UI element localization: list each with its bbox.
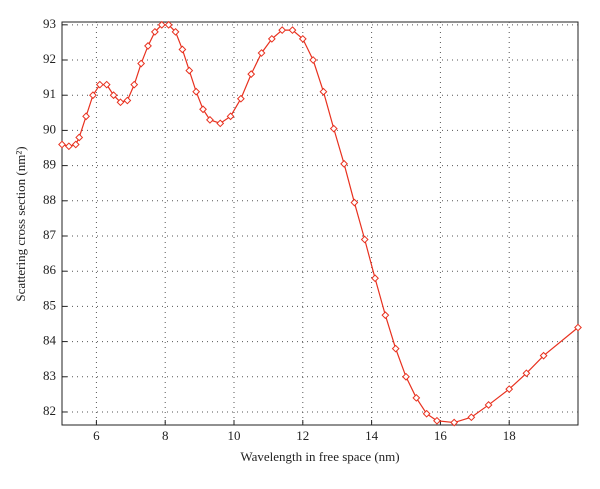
y-tick-label: 84 (43, 333, 57, 348)
series-line (61, 24, 579, 424)
marker (522, 369, 531, 378)
marker (329, 124, 338, 133)
y-axis-label: Scattering cross section (nm²) (13, 146, 28, 301)
marker (412, 393, 421, 402)
marker (157, 20, 166, 29)
marker (71, 140, 80, 149)
y-tick-label: 82 (43, 403, 56, 418)
marker (58, 140, 66, 149)
marker (144, 42, 152, 50)
x-tick-label: 8 (162, 428, 169, 443)
y-tick-label: 85 (43, 297, 56, 312)
y-tick-label: 83 (43, 368, 56, 383)
marker (257, 49, 266, 57)
marker (236, 94, 245, 103)
marker (391, 344, 400, 353)
plot-area (61, 21, 579, 426)
x-tick-label: 6 (93, 428, 100, 443)
marker (309, 56, 318, 64)
marker (226, 112, 235, 121)
marker (150, 27, 159, 36)
marker (82, 112, 90, 121)
marker (95, 80, 104, 89)
marker (381, 311, 390, 320)
marker (360, 235, 369, 244)
x-tick-label: 12 (296, 428, 309, 443)
marker (137, 59, 146, 68)
marker (402, 372, 410, 381)
marker (371, 274, 379, 283)
marker (123, 96, 132, 105)
marker (288, 26, 297, 35)
marker (109, 91, 118, 100)
marker (247, 70, 256, 78)
marker (116, 98, 125, 107)
marker (450, 418, 459, 427)
marker (171, 27, 180, 36)
y-tick-label: 89 (43, 157, 56, 172)
marker (130, 80, 139, 89)
y-tick-label: 90 (43, 121, 56, 136)
marker (539, 351, 548, 360)
marker (298, 34, 307, 43)
marker (505, 385, 514, 394)
marker (340, 159, 348, 168)
marker (319, 87, 328, 96)
y-tick-label: 92 (43, 51, 56, 66)
marker (102, 80, 111, 89)
marker (267, 34, 276, 43)
marker (216, 119, 225, 128)
y-tick-label: 93 (43, 16, 56, 31)
marker (574, 323, 582, 332)
x-tick-label: 18 (503, 428, 516, 443)
x-tick-label: 14 (365, 428, 379, 443)
marker (199, 105, 207, 114)
marker (89, 91, 97, 100)
marker (185, 66, 194, 75)
x-tick-label: 10 (228, 428, 241, 443)
y-tick-label: 87 (43, 227, 57, 242)
x-tick-label: 16 (434, 428, 448, 443)
marker (75, 133, 84, 142)
marker (178, 45, 187, 54)
marker (206, 115, 214, 124)
marker (467, 413, 476, 422)
marker (278, 26, 287, 35)
y-tick-label: 91 (43, 86, 56, 101)
marker (192, 87, 201, 96)
marker (350, 198, 359, 207)
marker (422, 409, 431, 418)
marker (64, 142, 73, 151)
x-axis-label: Wavelength in free space (nm) (240, 449, 399, 464)
y-tick-label: 86 (43, 262, 57, 277)
marker (164, 20, 173, 29)
marker (433, 416, 441, 425)
y-tick-label: 88 (43, 192, 56, 207)
marker (484, 401, 493, 409)
